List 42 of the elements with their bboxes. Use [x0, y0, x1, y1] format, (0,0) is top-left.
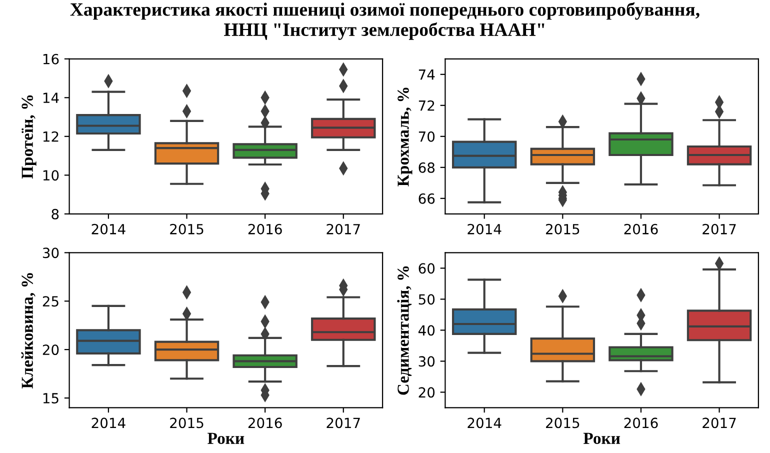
y-tick-label: 12: [43, 131, 58, 142]
x-tick-label: 2017: [326, 224, 360, 234]
y-tick-label: 40: [418, 325, 435, 336]
x-tick-label: 2015: [546, 224, 580, 234]
y-axis-title: Протеїн, %: [22, 95, 36, 179]
y-tick-label: 30: [418, 356, 435, 367]
x-tick-label: 2014: [468, 224, 502, 234]
x-tick-label: 2014: [468, 418, 502, 428]
x-tick-label: 2016: [248, 224, 282, 234]
y-tick-label: 20: [42, 344, 59, 356]
y-tick-label: 25: [42, 296, 58, 307]
y-tick-label: 70: [418, 131, 435, 142]
y-axis-title: Седиментація, %: [397, 266, 412, 395]
x-tick-label: 2016: [624, 224, 658, 234]
y-tick-label: 68: [418, 162, 435, 173]
x-tick-label: 2017: [326, 418, 360, 428]
x-axis-title: Роки: [208, 432, 244, 444]
x-tick-label: 2014: [92, 224, 126, 234]
y-tick-label: 50: [418, 294, 435, 305]
x-tick-label: 2015: [170, 224, 204, 234]
y-tick-label: 14: [43, 92, 59, 103]
y-tick-label: 16: [43, 54, 59, 64]
x-tick-label: 2017: [702, 418, 736, 428]
y-tick-label: 10: [43, 170, 59, 181]
y-tick-label: 60: [418, 263, 435, 274]
y-tick-label: 8: [52, 208, 59, 220]
x-tick-label: 2015: [170, 418, 204, 428]
y-tick-label: 66: [418, 193, 435, 204]
x-tick-label: 2014: [92, 418, 126, 428]
y-tick-label: 72: [418, 100, 434, 111]
y-tick-label: 15: [43, 393, 58, 404]
x-axis-title: Роки: [583, 432, 620, 444]
x-tick-label: 2015: [546, 418, 580, 428]
y-axis-title: Клейковина, %: [21, 273, 36, 389]
chart-title: Характеристика якості пшениці озимої попереднього сортовипробування, ННЦ "Інститут землеробства НААН": [70, 2, 700, 40]
y-tick-label: 74: [418, 70, 435, 80]
x-tick-label: 2016: [248, 418, 282, 428]
x-tick-label: 2017: [702, 224, 736, 234]
x-tick-label: 2016: [624, 418, 658, 428]
y-tick-label: 20: [418, 387, 435, 398]
y-axis-title: Крохмаль, %: [398, 88, 412, 186]
y-tick-label: 30: [42, 248, 59, 258]
